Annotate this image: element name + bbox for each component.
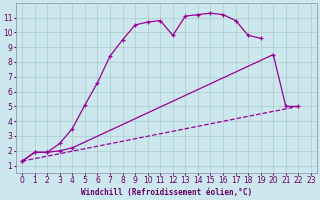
X-axis label: Windchill (Refroidissement éolien,°C): Windchill (Refroidissement éolien,°C) bbox=[81, 188, 252, 197]
